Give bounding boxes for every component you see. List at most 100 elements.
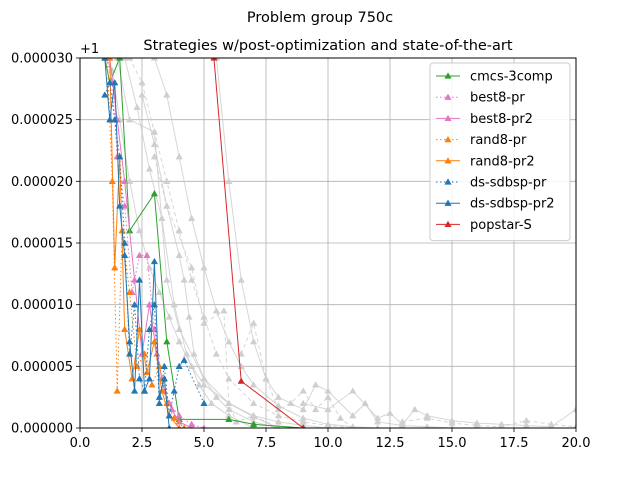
background-series-line (402, 417, 576, 428)
background-point (175, 152, 183, 160)
data-point (143, 251, 151, 258)
background-point (145, 165, 154, 172)
legend-label: rand8-pr2 (470, 154, 535, 169)
data-point (116, 202, 124, 209)
data-point (135, 374, 144, 382)
data-point (143, 368, 151, 376)
legend-entry: rand8-pr (436, 133, 527, 148)
background-point (187, 214, 196, 221)
legend-marker (444, 114, 452, 122)
series-line (104, 80, 205, 416)
x-tick-label: 0.0 (70, 436, 91, 451)
data-point (140, 387, 149, 394)
background-point (125, 177, 134, 184)
background-point (212, 393, 221, 400)
data-point (121, 177, 129, 184)
background-point (311, 381, 320, 388)
background-point (187, 276, 196, 283)
legend-marker (444, 178, 452, 185)
y-tick-label: 0.000000 (11, 422, 73, 437)
background-point (299, 387, 307, 394)
background-point (165, 313, 173, 320)
background-point (163, 91, 171, 98)
background-point (175, 251, 183, 258)
background-point (324, 420, 332, 427)
background-point (498, 423, 505, 428)
legend-label: best8-pr2 (470, 112, 533, 127)
x-tick-label: 7.5 (256, 436, 277, 451)
legend-entry: rand8-pr2 (436, 154, 535, 169)
data-point (155, 399, 163, 406)
data-point (170, 387, 178, 394)
data-point (130, 276, 139, 283)
background-series-line (129, 58, 353, 428)
background-point (324, 387, 332, 394)
y-axis: 0.000000 0.000005 0.000010 0.000015 0.000020… (11, 52, 80, 437)
data-point (237, 377, 245, 384)
x-tick-label: 5.0 (194, 436, 215, 451)
background-point (274, 393, 283, 400)
y-tick-label: 0.000025 (11, 113, 73, 128)
data-point (210, 58, 218, 61)
background-point (249, 381, 258, 388)
data-point (125, 337, 134, 345)
legend-entry: best8-pr (436, 91, 525, 106)
data-point (111, 263, 119, 271)
background-point (195, 381, 203, 388)
chart-subtitle: Strategies w/post-optimization and state… (143, 38, 512, 54)
background-point (311, 405, 320, 413)
background-point (423, 414, 431, 421)
chart-title: Problem group 750c (247, 10, 393, 26)
legend-box (429, 62, 571, 242)
background-point (200, 263, 208, 271)
background-point (212, 350, 221, 357)
legend-entry: ds-sdbsp-pr (436, 176, 547, 191)
background-point (163, 202, 171, 209)
data-point (225, 415, 233, 423)
background-point (299, 418, 307, 425)
background-point (299, 399, 307, 406)
legend-marker (444, 199, 452, 206)
data-point (145, 374, 154, 382)
x-tick-label: 17.5 (500, 436, 529, 451)
background-point (180, 276, 188, 283)
background-point (175, 337, 183, 345)
background-point (121, 58, 129, 61)
background-point (373, 414, 382, 421)
background-point (249, 399, 258, 406)
background-point (207, 399, 216, 406)
background-point (125, 58, 134, 61)
background-series-line (141, 94, 279, 428)
background-point (573, 423, 576, 428)
data-point (180, 356, 188, 363)
data-point (150, 189, 159, 197)
data-point (116, 58, 124, 61)
y-offset-label: +1 (80, 42, 99, 57)
series-ds-sdbsp-pr2 (101, 58, 172, 428)
data-point (113, 387, 121, 394)
data-point (135, 251, 144, 258)
background-point (398, 418, 407, 425)
legend-label: cmcs-3comp (470, 70, 553, 85)
data-point (150, 257, 159, 265)
background-point (237, 276, 245, 283)
background-point (324, 405, 332, 413)
legend-label: ds-sdbsp-pr (470, 176, 547, 191)
background-point (155, 288, 163, 295)
background-point (185, 313, 193, 320)
legend-label: ds-sdbsp-pr2 (470, 197, 555, 212)
background-point (170, 300, 178, 308)
legend-marker (444, 93, 452, 100)
data-point (150, 337, 159, 345)
legend-entry: popstar-S (436, 218, 532, 233)
series-line (104, 58, 170, 428)
x-tick-label: 12.5 (376, 436, 405, 451)
legend-label: popstar-S (470, 218, 532, 233)
data-point (121, 325, 129, 332)
legend-label: rand8-pr (470, 133, 527, 148)
background-point (138, 78, 146, 86)
legend-marker (444, 72, 452, 79)
background-point (274, 411, 283, 419)
